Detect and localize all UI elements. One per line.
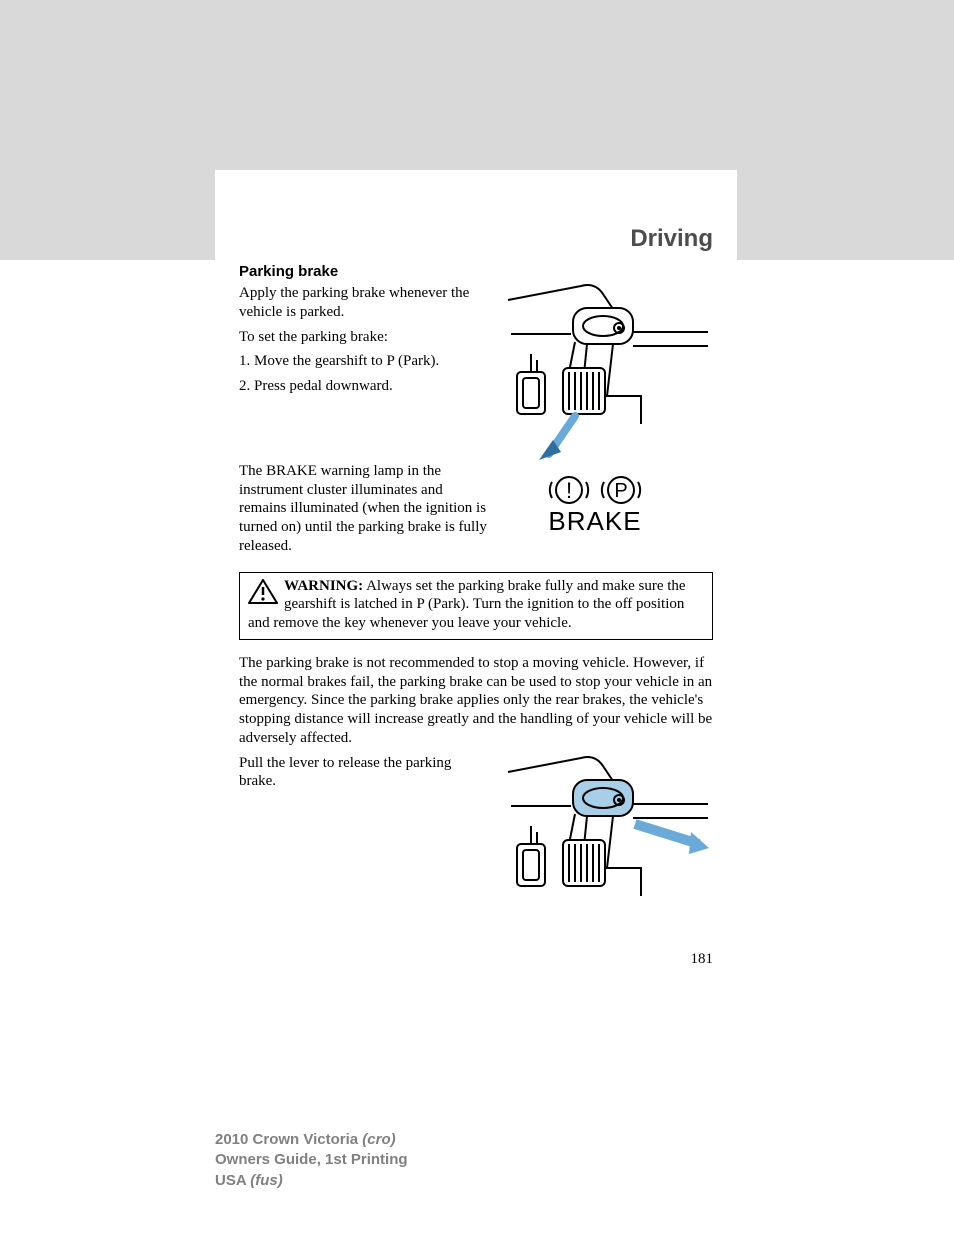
footer-block: 2010 Crown Victoria (cro) Owners Guide, …	[215, 1130, 408, 1191]
para-not-recommended: The parking brake is not recommended to …	[239, 654, 713, 748]
section-heading: Parking brake	[239, 263, 713, 280]
release-brake-row: Pull the lever to release the parking br…	[239, 754, 713, 934]
footer-line-1: 2010 Crown Victoria (cro)	[215, 1130, 408, 1150]
para-apply: Apply the parking brake whenever the veh…	[239, 284, 491, 322]
para-lamp: The BRAKE warning lamp in the instrument…	[239, 462, 491, 556]
step-2: 2. Press pedal downward.	[239, 377, 491, 396]
set-brake-text: Apply the parking brake whenever the veh…	[239, 284, 491, 562]
para-release: Pull the lever to release the parking br…	[239, 754, 491, 792]
figure-release-brake	[503, 754, 713, 934]
release-brake-svg	[503, 754, 713, 929]
page-content: Parking brake Apply the parking brake wh…	[215, 263, 737, 934]
step-1: 1. Move the gearshift to P (Park).	[239, 352, 491, 371]
footer-line-3: USA (fus)	[215, 1171, 408, 1191]
chapter-title: Driving	[215, 170, 737, 263]
set-brake-row: Apply the parking brake whenever the veh…	[239, 284, 713, 562]
footer-line-2: Owners Guide, 1st Printing	[215, 1150, 408, 1170]
para-toset: To set the parking brake:	[239, 328, 491, 347]
brake-p-icon: P	[614, 480, 627, 502]
warning-box: WARNING: Always set the parking brake fu…	[239, 572, 713, 640]
brake-word: BRAKE	[548, 506, 641, 536]
warning-label: WARNING:	[284, 578, 363, 594]
warning-triangle-icon	[248, 579, 278, 605]
figure-set-brake: ! P BRAKE	[503, 284, 713, 549]
set-brake-svg: ! P BRAKE	[503, 284, 713, 544]
release-brake-text: Pull the lever to release the parking br…	[239, 754, 491, 798]
page-number: 181	[691, 951, 714, 968]
manual-page: Driving Parking brake Apply the parking …	[215, 170, 737, 1060]
brake-excl-icon: !	[566, 478, 572, 503]
